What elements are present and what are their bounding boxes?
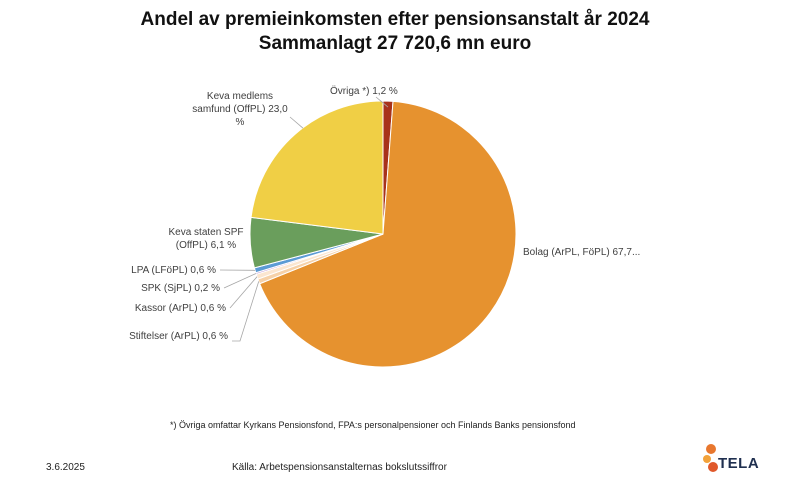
label-keva-staten: Keva staten SPF (OffPL) 6,1 % [168, 227, 243, 251]
tela-dots-icon [703, 444, 718, 472]
leader-lines [219, 96, 389, 342]
chart-title: Andel av premieinkomsten efter pensionsa… [140, 9, 650, 30]
leader-kassor [229, 276, 258, 309]
tela-logo-text: TELA [718, 455, 760, 472]
pie-slices [249, 100, 517, 368]
source-label: Källa: Arbetspensionsanstalternas bokslu… [232, 462, 447, 473]
pie-slice-7 [250, 100, 384, 235]
leader-stiftelser [232, 281, 260, 342]
label-stiftelser: Stiftelser (ArPL) 0,6 % [129, 331, 228, 342]
footnote: *) Övriga omfattar Kyrkans Pensionsfond,… [170, 420, 576, 430]
pie-slice-1 [258, 100, 517, 368]
chart-subtitle: Sammanlagt 27 720,6 mn euro [258, 33, 532, 54]
label-keva-medlems: Keva medlems samfund (OffPL) 23,0% [192, 91, 288, 128]
label-ovriga: Övriga *) 1,2 % [330, 85, 398, 97]
date-label: 3.6.2025 [46, 462, 85, 473]
label-lpa: LPA (LFöPL) 0,6 % [131, 265, 216, 276]
slice-labels: Övriga *) 1,2 % Bolag (ArPL, FöPL) 67,7.… [129, 85, 640, 342]
leader-spk [223, 273, 257, 289]
leader-ovriga [375, 96, 389, 108]
label-spk: SPK (SjPL) 0,2 % [141, 283, 220, 294]
label-bolag: Bolag (ArPL, FöPL) 67,7... [523, 247, 640, 258]
chart-title-block: Andel av premieinkomsten efter pensionsa… [0, 8, 790, 56]
leader-keva-medlems [289, 116, 304, 129]
label-kassor: Kassor (ArPL) 0,6 % [135, 303, 226, 314]
